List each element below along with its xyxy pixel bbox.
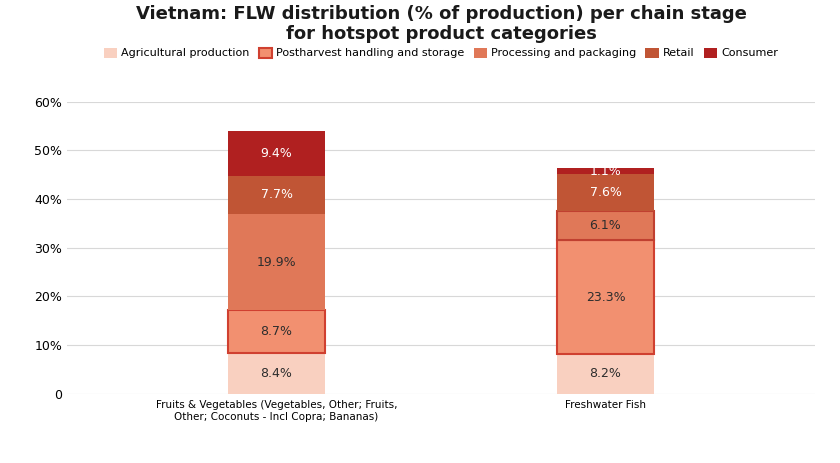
Bar xyxy=(557,169,654,174)
Title: Vietnam: FLW distribution (% of production) per chain stage
for hotspot product : Vietnam: FLW distribution (% of producti… xyxy=(135,5,747,44)
Bar xyxy=(228,131,325,176)
Text: 6.1%: 6.1% xyxy=(590,219,622,232)
Bar xyxy=(557,174,654,211)
Bar xyxy=(557,211,654,240)
Text: 7.6%: 7.6% xyxy=(590,186,622,199)
Text: 8.7%: 8.7% xyxy=(260,325,292,338)
Bar xyxy=(228,353,325,394)
Bar xyxy=(228,214,325,310)
Text: 7.7%: 7.7% xyxy=(260,188,292,201)
Text: 8.2%: 8.2% xyxy=(590,367,622,380)
Bar xyxy=(557,240,654,354)
Text: 19.9%: 19.9% xyxy=(257,256,297,269)
Bar xyxy=(228,176,325,214)
Text: 8.4%: 8.4% xyxy=(260,367,292,380)
Bar xyxy=(228,310,325,353)
Bar xyxy=(557,354,654,394)
Legend: Agricultural production, Postharvest handling and storage, Processing and packag: Agricultural production, Postharvest han… xyxy=(99,43,783,63)
Text: 9.4%: 9.4% xyxy=(260,147,292,160)
Text: 1.1%: 1.1% xyxy=(590,165,622,178)
Text: 23.3%: 23.3% xyxy=(585,291,625,304)
